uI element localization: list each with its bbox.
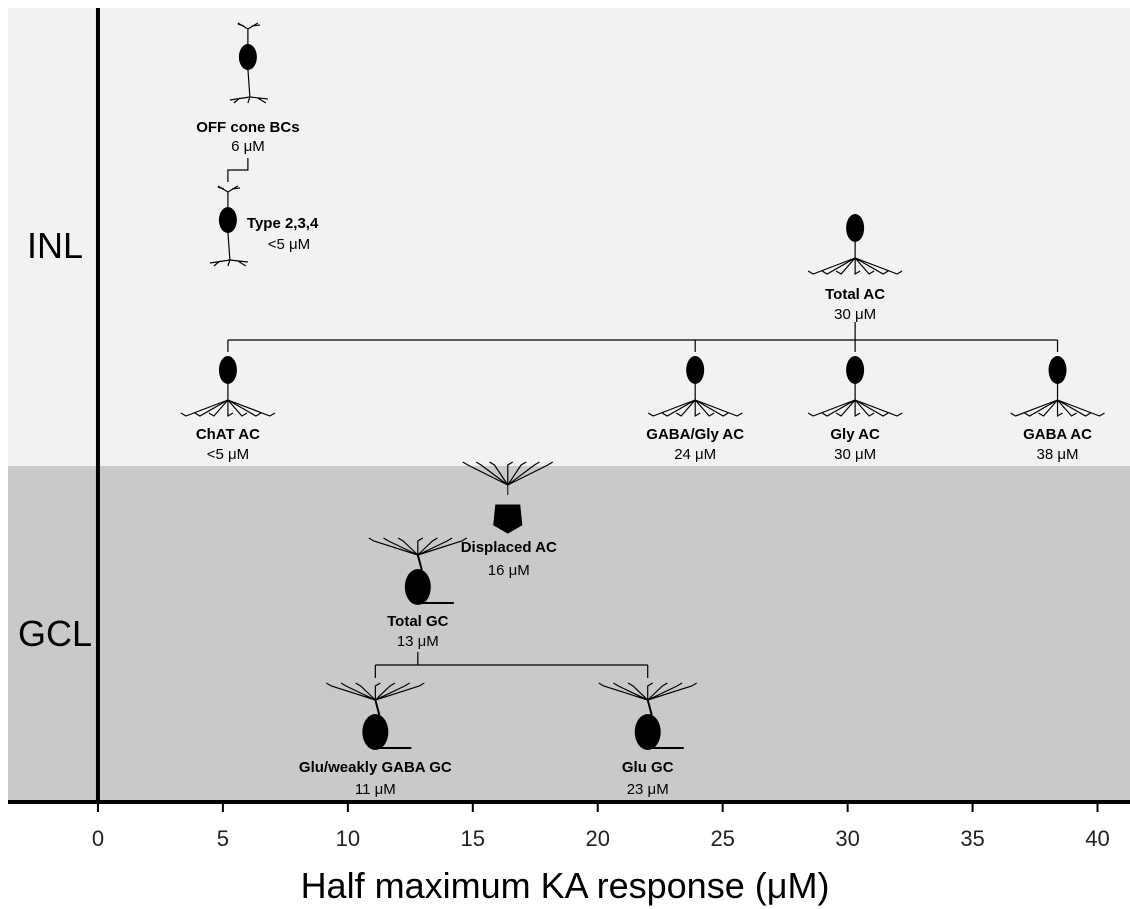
diagram: INL GCL Half maximum KA response (μM) 0 5… — [0, 0, 1130, 909]
cell-label: Glu GC — [622, 759, 674, 776]
inl-band — [8, 8, 1130, 466]
cell-value: 30 μM — [834, 446, 876, 463]
cell-label: Type 2,3,4 — [247, 215, 319, 232]
layer-label: INL — [27, 225, 83, 266]
layer-label: GCL — [18, 613, 92, 654]
cell-value: 16 μM — [488, 562, 530, 579]
cell-value: 38 μM — [1037, 446, 1079, 463]
neuron-soma — [1049, 356, 1067, 384]
x-tick-label: 40 — [1085, 826, 1109, 851]
x-tick-label: 30 — [835, 826, 859, 851]
neuron-soma — [219, 207, 237, 233]
cell-value: 13 μM — [397, 633, 439, 650]
cell-value: 24 μM — [674, 446, 716, 463]
cell-label: OFF cone BCs — [196, 119, 299, 136]
neuron-soma — [239, 44, 257, 70]
cell-label: Total GC — [387, 613, 449, 630]
x-tick-label: 20 — [585, 826, 609, 851]
neuron-soma — [846, 356, 864, 384]
neuron-soma — [635, 714, 661, 750]
neuron-soma — [846, 214, 864, 242]
cell-label: Glu/weakly GABA GC — [299, 759, 452, 776]
cell-label: Displaced AC — [461, 539, 557, 556]
neuron-soma — [362, 714, 388, 750]
cell-value: 6 μM — [231, 138, 265, 155]
cell-label: Gly AC — [830, 426, 880, 443]
x-tick-label: 35 — [960, 826, 984, 851]
x-tick-label: 25 — [710, 826, 734, 851]
x-tick-label: 5 — [217, 826, 229, 851]
cell-value: <5 μM — [207, 446, 249, 463]
cell-label: Total AC — [825, 286, 885, 303]
axis-title: Half maximum KA response (μM) — [301, 865, 830, 906]
x-tick-label: 10 — [336, 826, 360, 851]
cell-label: GABA AC — [1023, 426, 1092, 443]
neuron-soma — [405, 569, 431, 605]
cell-label: GABA/Gly AC — [646, 426, 744, 443]
neuron-soma — [219, 356, 237, 384]
cell-value: 23 μM — [627, 781, 669, 798]
x-tick-label: 15 — [461, 826, 485, 851]
cell-value: <5 μM — [268, 236, 310, 253]
gcl-band — [8, 466, 1130, 802]
neuron-soma — [686, 356, 704, 384]
cell-value: 11 μM — [355, 781, 396, 798]
x-tick-label: 0 — [92, 826, 104, 851]
cell-value: 30 μM — [834, 306, 876, 323]
cell-label: ChAT AC — [196, 426, 260, 443]
